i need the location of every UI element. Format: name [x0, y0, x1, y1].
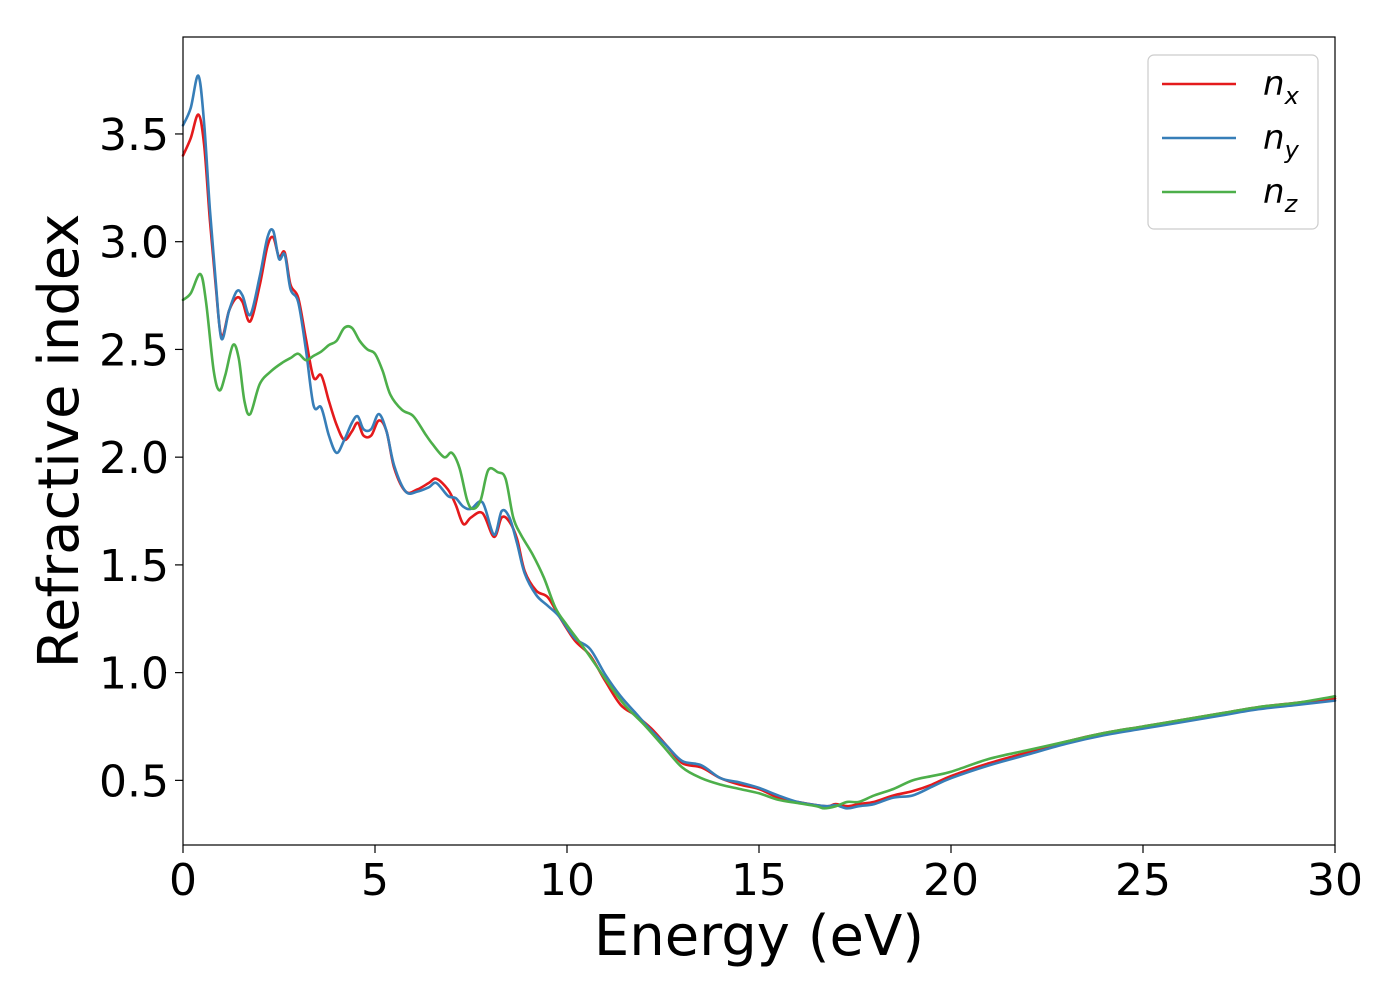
x-tick-label: 20 [923, 855, 979, 906]
y-tick-label: 2.0 [99, 433, 169, 484]
y-axis-label: Refractive index [27, 214, 92, 669]
x-tick-label: 0 [169, 855, 197, 906]
y-tick-label: 3.5 [99, 110, 169, 161]
x-tick-label: 25 [1115, 855, 1171, 906]
x-tick-label: 15 [731, 855, 787, 906]
x-tick-label: 5 [361, 855, 389, 906]
legend-label-nx: nx [1263, 64, 1300, 110]
y-tick-label: 0.5 [99, 756, 169, 807]
y-tick-label: 1.5 [99, 541, 169, 592]
y-tick-label: 3.0 [99, 218, 169, 269]
y-tick-label: 2.5 [99, 325, 169, 376]
x-tick-label: 10 [539, 855, 595, 906]
legend-label-ny: ny [1263, 118, 1300, 164]
legend-label-nz: nz [1263, 172, 1299, 218]
legend: nx ny nz [1147, 54, 1319, 230]
x-tick-label: 30 [1307, 855, 1363, 906]
x-axis-label: Energy (eV) [594, 904, 924, 969]
series-line-ny [181, 74, 1337, 810]
legend-frame [1147, 54, 1319, 230]
series-line-nz [181, 272, 1337, 810]
y-tick-label: 1.0 [99, 649, 169, 700]
series-lines [181, 74, 1337, 810]
axis-ticks: 0 5 10 15 20 25 30 0.5 1.0 1.5 2.0 2.5 3.0 3.5 [99, 110, 1363, 906]
